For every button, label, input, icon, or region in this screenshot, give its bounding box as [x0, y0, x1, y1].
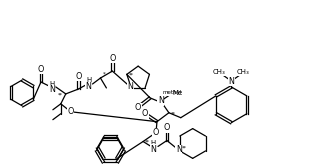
Text: O: O	[109, 54, 116, 63]
Text: CH₃: CH₃	[213, 69, 226, 75]
Text: N: N	[158, 96, 164, 105]
Text: methyl: methyl	[162, 90, 181, 95]
Text: **: **	[129, 73, 134, 78]
Text: N: N	[86, 82, 91, 91]
Text: N: N	[150, 145, 156, 154]
Text: **: **	[182, 145, 187, 150]
Text: **: **	[145, 140, 150, 145]
Text: N: N	[176, 145, 182, 154]
Text: **: **	[58, 92, 63, 97]
Text: H: H	[86, 77, 91, 83]
Text: H: H	[49, 81, 55, 87]
Text: O: O	[38, 65, 44, 74]
Text: Me: Me	[173, 90, 183, 96]
Text: N: N	[127, 82, 133, 91]
Text: H: H	[150, 140, 156, 147]
Text: **: **	[171, 111, 176, 116]
Text: N: N	[228, 77, 234, 85]
Text: O: O	[153, 128, 159, 137]
Text: N: N	[49, 85, 55, 94]
Text: O: O	[68, 107, 74, 116]
Text: CH₃: CH₃	[237, 69, 250, 75]
Text: O: O	[135, 103, 141, 112]
Text: O: O	[75, 72, 82, 81]
Text: *: *	[102, 72, 105, 77]
Text: O: O	[142, 109, 148, 118]
Text: O: O	[164, 123, 170, 132]
